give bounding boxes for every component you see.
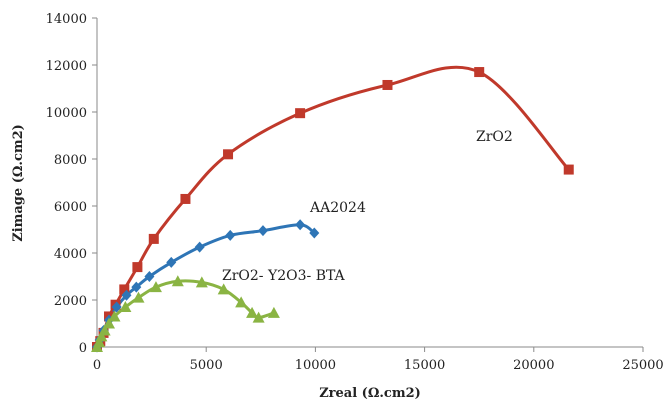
x-tick-label: 25000	[622, 358, 663, 373]
data-point-zro2-y2o3-bta	[93, 336, 106, 348]
data-point-zro2-y2o3-bta	[132, 291, 145, 303]
y-tick-label: 8000	[54, 153, 87, 168]
x-tick-label: 15000	[404, 358, 445, 373]
data-point-zro2-y2o3-bta	[95, 330, 108, 342]
data-point-zro2	[382, 79, 393, 90]
x-tick-group: 0 5000 10000 15000 20000 25000	[93, 347, 664, 373]
y-tick-label: 4000	[54, 247, 87, 262]
x-tick-label: 20000	[513, 358, 554, 373]
data-point-zro2	[180, 193, 191, 204]
data-point-aa2024	[131, 281, 142, 293]
data-point-zro2-y2o3-bta	[267, 306, 280, 318]
data-point-zro2-y2o3-bta	[119, 301, 132, 313]
y-tick-label: 6000	[54, 200, 87, 215]
y-tick-label: 0	[79, 341, 87, 356]
data-point-zro2-y2o3-bta	[149, 281, 162, 293]
data-point-zro2-y2o3-bta	[246, 306, 259, 318]
data-point-aa2024	[144, 271, 155, 282]
x-tick-label: 0	[93, 358, 101, 373]
data-point-zro2-y2o3-bta	[108, 310, 121, 322]
y-tick-label: 10000	[46, 106, 87, 121]
data-point-zro2	[119, 284, 130, 295]
data-point-zro2-y2o3-bta	[217, 283, 230, 295]
data-point-zro2-y2o3-bta	[103, 317, 116, 329]
y-tick-label: 2000	[54, 294, 87, 309]
data-point-aa2024	[166, 256, 177, 268]
series-markers	[91, 67, 574, 353]
data-point-aa2024	[225, 229, 236, 241]
data-point-zro2-y2o3-bta	[235, 296, 248, 308]
data-point-aa2024	[111, 301, 122, 313]
x-tick-label: 10000	[295, 358, 336, 373]
data-point-aa2024	[194, 241, 205, 253]
x-tick-label: 5000	[190, 358, 223, 373]
data-point-zro2	[474, 67, 485, 78]
series-label-zro2-y2o3-bta: ZrO2- Y2O3- BTA	[222, 268, 346, 284]
data-point-zro2-y2o3-bta	[171, 275, 184, 287]
y-tick-label: 12000	[46, 59, 87, 74]
y-tick-label: 14000	[46, 12, 87, 27]
data-point-zro2	[148, 233, 159, 244]
data-point-zro2-y2o3-bta	[252, 311, 265, 323]
series-label-aa2024: AA2024	[309, 200, 366, 216]
series-label-zro2: ZrO2	[476, 129, 513, 145]
data-point-zro2-y2o3-bta	[195, 276, 208, 288]
data-point-aa2024	[309, 227, 320, 239]
data-point-aa2024	[121, 289, 132, 301]
data-point-zro2	[563, 164, 574, 175]
data-point-zro2-y2o3-bta	[98, 324, 111, 336]
data-point-zro2	[223, 149, 234, 160]
data-point-zro2	[295, 108, 306, 119]
data-point-zro2	[132, 262, 143, 273]
data-point-aa2024	[295, 219, 306, 231]
y-tick-group: 0 2000 4000 6000 8000 10000 12000 14000	[46, 12, 97, 356]
x-axis-title: Zreal (Ω.cm2)	[319, 386, 421, 401]
y-axis-title: Zimage (Ω.cm2)	[11, 124, 26, 242]
data-point-aa2024	[257, 225, 268, 237]
